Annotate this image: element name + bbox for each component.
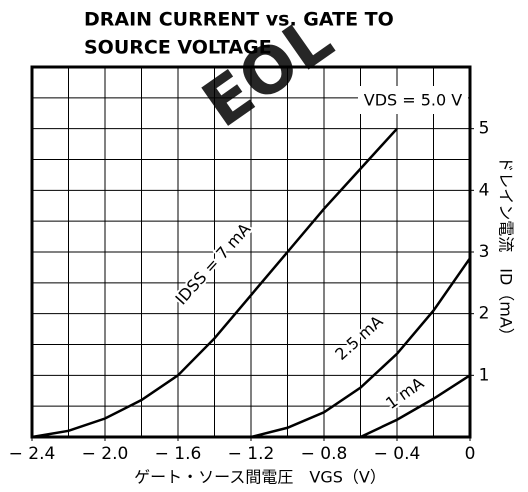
x-tick-label: − 1.6 xyxy=(155,444,202,464)
y-tick-label: 3 xyxy=(479,242,490,262)
x-tick-label: − 0.4 xyxy=(374,444,421,464)
series-line xyxy=(250,257,472,439)
x-tick-label: 0 xyxy=(465,444,476,464)
x-tick-label: − 2.4 xyxy=(9,444,56,464)
chart-title: DRAIN CURRENT vs. GATE TO xyxy=(84,9,394,31)
y-axis-label: ドレイン電流 ID（mA） xyxy=(497,156,516,344)
x-tick-label: − 0.8 xyxy=(301,444,348,464)
series-line xyxy=(359,374,471,439)
y-tick-label: 1 xyxy=(479,365,490,385)
series-line xyxy=(31,127,398,439)
series-label: IDSS = 7 mA xyxy=(171,219,254,308)
y-tick-label: 5 xyxy=(479,119,490,139)
x-tick-label: − 2.0 xyxy=(82,444,129,464)
chart-title: SOURCE VOLTAGE xyxy=(84,37,272,59)
annotation: VDS = 5.0 V xyxy=(364,91,463,110)
series-label: 2.5 mA xyxy=(331,312,386,364)
annotation-box xyxy=(358,86,468,114)
x-tick-label: − 1.2 xyxy=(228,444,275,464)
y-tick-label: 4 xyxy=(479,180,490,200)
y-tick-label: 2 xyxy=(479,304,490,324)
x-axis-label: ゲート・ソース間電圧 VGS（V） xyxy=(134,468,386,487)
